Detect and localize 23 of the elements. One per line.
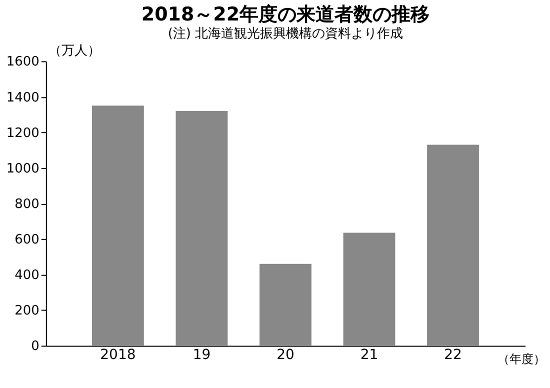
y-tick-label: 0 [31,339,40,354]
bar [92,106,144,346]
x-axis-title: （年度） [498,352,546,366]
y-tick-label: 1400 [6,90,40,106]
y-tick-label: 600 [14,232,40,248]
y-tick-label: 1200 [6,126,40,141]
x-tick-label: 2018 [100,347,136,364]
bar [427,144,479,346]
bar [260,264,312,346]
y-tick-label: 800 [14,196,40,212]
x-tick-label: 19 [192,347,211,364]
bar [176,111,228,346]
chart-subtitle: (注) 北海道観光振興機構の資料より作成 [168,26,404,42]
y-axis-title: （万人） [48,44,100,59]
x-tick-label: 22 [444,347,462,364]
x-tick-label: 21 [360,347,378,364]
x-tick-label: 20 [276,347,294,364]
y-tick-label: 200 [14,304,40,319]
y-tick-label: 1600 [6,54,40,70]
y-tick-label: 400 [14,268,40,284]
y-tick-label: 1000 [6,161,40,176]
bar [343,232,396,346]
chart-title: 2018～22年度の来道者数の推移 [141,3,430,26]
